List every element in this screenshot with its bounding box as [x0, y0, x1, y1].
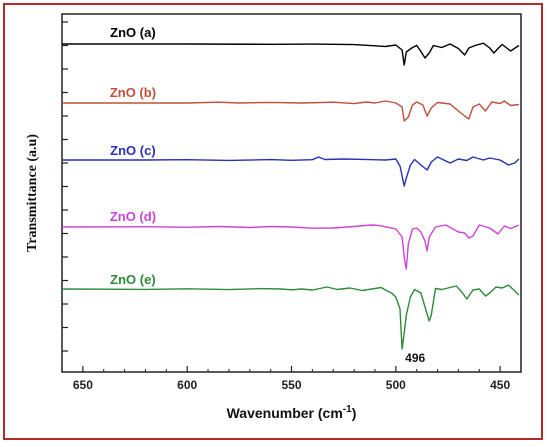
series-line	[61, 224, 520, 270]
figure-frame	[3, 3, 543, 440]
series-line	[62, 156, 520, 187]
y-axis-title: Transmittance (a.u)	[25, 134, 40, 252]
series-label: ZnO (e)	[110, 272, 156, 287]
x-tick-label: 500	[386, 378, 406, 392]
series-label: ZnO (a)	[110, 25, 156, 40]
series-line	[62, 100, 519, 122]
axes: 650 600 550 500 450	[61, 13, 522, 392]
x-tick-label: 550	[281, 378, 301, 392]
series-line	[61, 284, 520, 350]
series-layer	[61, 42, 520, 350]
series-label: ZnO (c)	[110, 143, 156, 158]
peak-annotation: 496	[405, 351, 425, 365]
plot-border	[61, 13, 522, 373]
x-axis-title: Wavenumber (cm-1)	[227, 404, 357, 421]
x-tick-label: 650	[73, 378, 93, 392]
series-line	[62, 42, 520, 66]
series-label: ZnO (d)	[110, 209, 156, 224]
series-label: ZnO (b)	[110, 85, 156, 100]
x-tick-label: 600	[177, 378, 197, 392]
labels-layer: ZnO (a) ZnO (b) ZnO (c) ZnO (d) ZnO (e)	[110, 25, 156, 287]
x-tick-label: 450	[490, 378, 510, 392]
